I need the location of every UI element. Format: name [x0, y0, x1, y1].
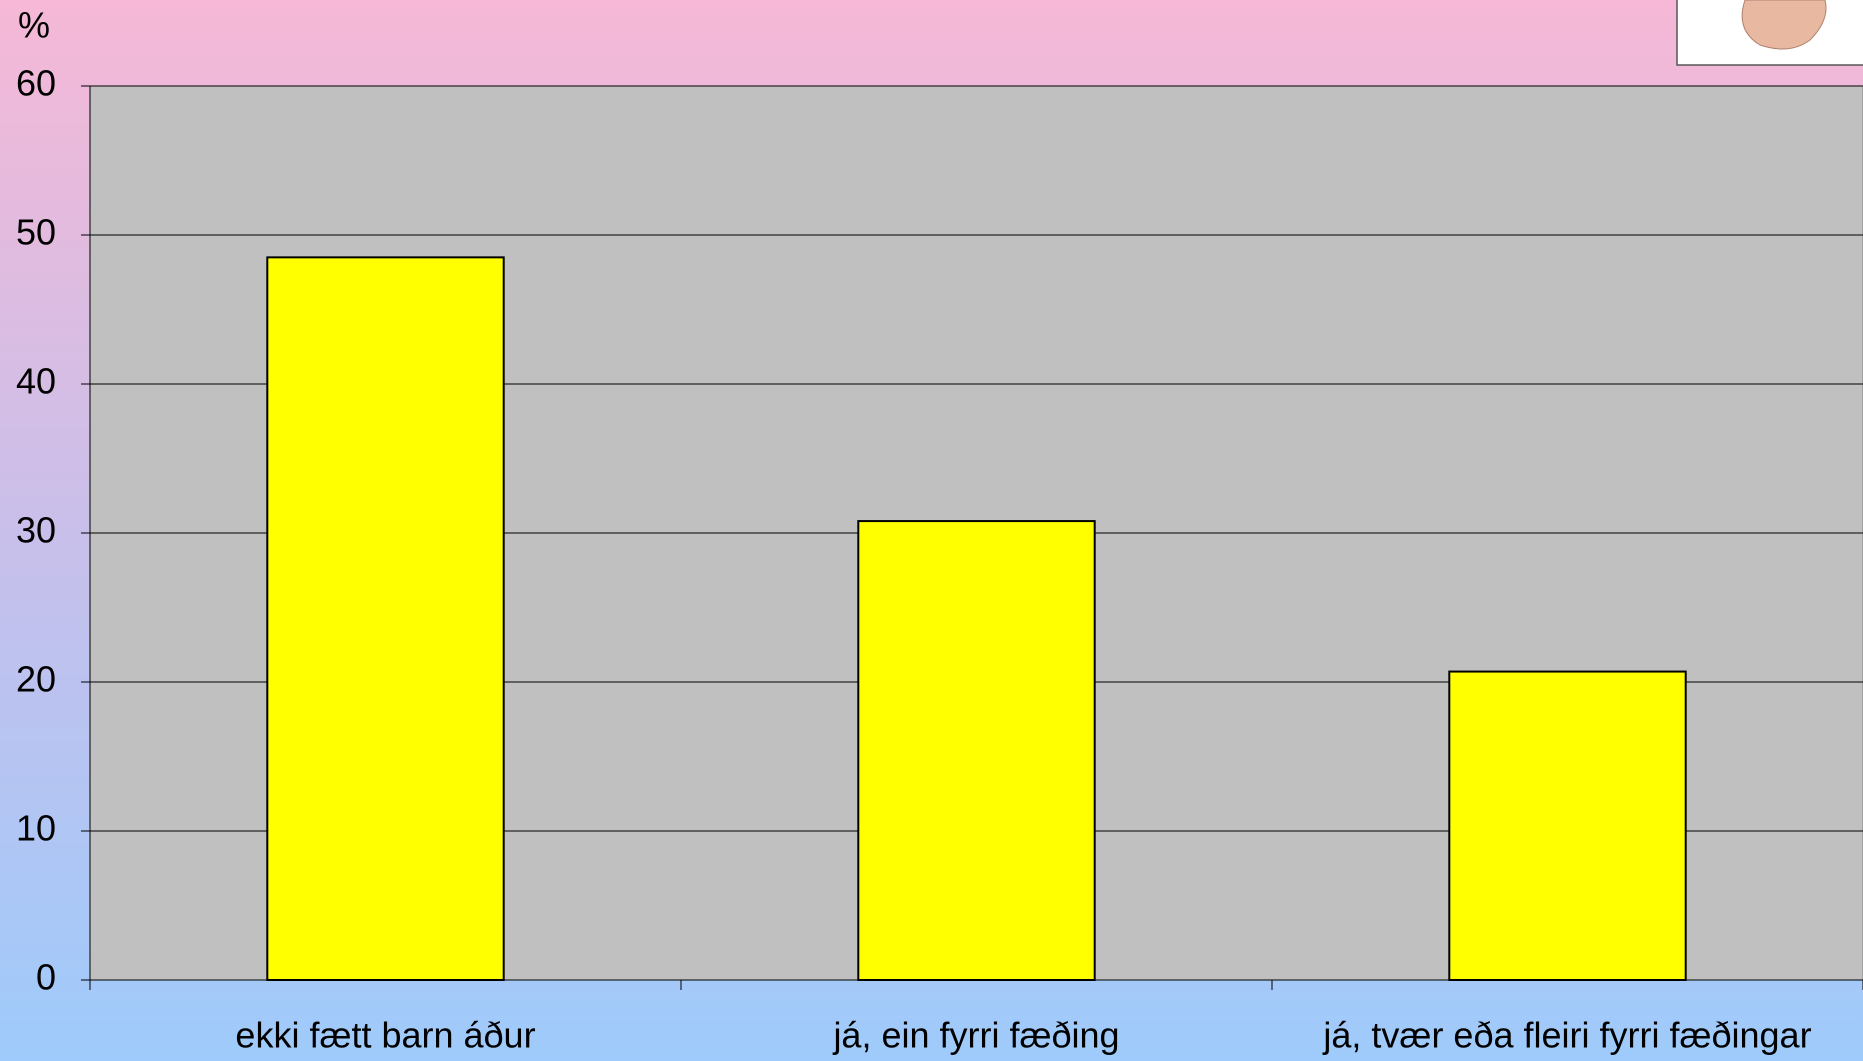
y-axis-label: % [18, 5, 50, 46]
y-tick-label: 40 [16, 361, 56, 402]
x-tick-label: ekki fætt barn áður [235, 1015, 535, 1056]
bar [266, 256, 505, 982]
x-tick-label: já, tvær eða fleiri fyrri fæðingar [1322, 1015, 1811, 1056]
y-tick-label: 60 [16, 63, 56, 104]
y-tick-label: 10 [16, 808, 56, 849]
y-tick-label: 0 [36, 957, 56, 998]
y-tick-label: 20 [16, 659, 56, 700]
x-tick-label: já, ein fyrri fæðing [832, 1015, 1119, 1056]
y-tick-label: 30 [16, 510, 56, 551]
corner-image-drawing [1741, 0, 1827, 50]
y-tick-label: 50 [16, 212, 56, 253]
bar [1448, 670, 1687, 981]
bar [857, 520, 1096, 982]
